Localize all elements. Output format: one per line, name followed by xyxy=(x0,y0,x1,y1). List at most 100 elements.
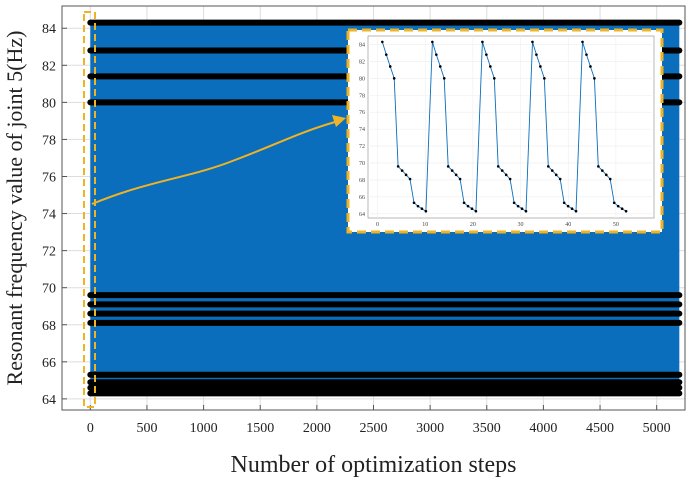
x-tick-label: 0 xyxy=(87,421,94,436)
inset-series-point xyxy=(388,65,392,68)
x-tick-label: 2000 xyxy=(303,421,331,436)
inset-y-tick-label: 76 xyxy=(359,110,365,116)
inset-series-point xyxy=(508,177,512,181)
x-axis-ticks: 0 500 1000 1500 2000 2500 3000 3500 4000 4500 5000 xyxy=(87,405,671,436)
inset-x-tick-label: 20 xyxy=(470,222,476,228)
inset-series-point xyxy=(500,169,504,172)
annotation-arrow xyxy=(91,121,336,205)
x-tick-label: 500 xyxy=(136,421,157,436)
inset-series-point xyxy=(616,204,620,208)
inset-series-point xyxy=(516,204,520,208)
inset-series-point xyxy=(412,201,416,205)
inset-series-point xyxy=(608,177,612,181)
x-tick-label: 4000 xyxy=(529,421,557,436)
inset-series-point xyxy=(474,209,478,213)
inset-x-tick-label: 50 xyxy=(613,222,619,228)
inset-series-point xyxy=(585,53,588,56)
inset-series-point xyxy=(420,207,424,210)
inset-series-point xyxy=(416,204,420,208)
inset-series-point xyxy=(589,65,592,68)
inset-y-tick-label: 78 xyxy=(359,93,365,99)
inset-series-point xyxy=(396,165,400,168)
inset-y-tick-label: 82 xyxy=(359,59,365,65)
inset-y-tick-label: 80 xyxy=(359,76,365,82)
inset-series-point xyxy=(424,209,428,213)
y-tick-label: 66 xyxy=(42,356,56,371)
x-tick-label: 5000 xyxy=(643,421,671,436)
inset-series-point xyxy=(581,40,584,44)
y-tick-label: 84 xyxy=(42,22,56,37)
inset-series-point xyxy=(539,65,542,68)
inset-series-point xyxy=(392,77,396,80)
inset-series-point xyxy=(454,173,458,177)
inset-x-tick-label: 10 xyxy=(422,222,428,228)
inset-y-tick-label: 74 xyxy=(359,127,365,133)
x-tick-label: 4500 xyxy=(586,421,614,436)
inset-series-point xyxy=(492,77,496,80)
inset-series-point xyxy=(384,53,388,56)
highlight-box xyxy=(83,11,96,408)
x-tick-label: 3000 xyxy=(416,421,444,436)
inset-y-tick-label: 70 xyxy=(359,161,365,167)
inset-series-point xyxy=(470,207,474,210)
x-axis-label: Number of optimization steps xyxy=(231,452,517,478)
y-tick-label: 70 xyxy=(42,282,56,297)
inset-x-tick-label: 40 xyxy=(565,222,571,228)
y-tick-label: 82 xyxy=(42,59,56,74)
inset-series-point xyxy=(404,173,408,177)
inset-series-point xyxy=(531,40,534,44)
inset-series-point xyxy=(624,209,628,213)
inset-y-tick-label: 84 xyxy=(359,42,365,48)
inset-series-point xyxy=(562,201,566,205)
inset-series-point xyxy=(442,77,446,80)
annotation-arrow-head xyxy=(332,115,346,127)
inset-series-point xyxy=(408,177,412,181)
inset-series-point xyxy=(435,53,438,56)
inset-series-point xyxy=(504,173,508,177)
inset-series-point xyxy=(543,77,546,80)
inset-series-point xyxy=(496,165,500,168)
y-axis-ticks: 64 66 68 70 72 74 76 78 80 82 84 xyxy=(42,22,67,408)
inset-y-tick-label: 64 xyxy=(359,212,365,218)
inset-y-tick-label: 66 xyxy=(359,195,365,201)
inset-series-point xyxy=(570,207,574,210)
inset-series-point xyxy=(481,40,484,44)
inset-series-point xyxy=(489,65,492,68)
y-tick-label: 68 xyxy=(42,319,56,334)
inset-series-point xyxy=(400,169,404,172)
inset-x-tick-label: 0 xyxy=(376,222,379,228)
inset-series-point xyxy=(458,177,462,181)
inset-series-point xyxy=(554,173,558,177)
inset-series-point xyxy=(612,201,616,205)
inset-series-point xyxy=(446,165,450,168)
inset-series-point xyxy=(524,209,528,213)
x-tick-label: 3500 xyxy=(473,421,501,436)
inset-series-point xyxy=(520,207,524,210)
y-tick-label: 72 xyxy=(42,245,56,260)
inset-series-point xyxy=(597,165,600,168)
inset-series-point xyxy=(450,169,454,172)
inset-series-point xyxy=(604,173,608,177)
inset-series-point xyxy=(566,204,570,208)
inset-series-point xyxy=(512,201,516,205)
inset-series-point xyxy=(593,77,596,80)
inset-chart: 64 66 68 70 72 74 76 78 80 82 84 0 10 20 30 40 50 xyxy=(346,28,664,234)
y-tick-label: 76 xyxy=(42,170,56,185)
inset-series-point xyxy=(546,165,550,168)
inset-series-point xyxy=(381,40,384,44)
inset-series-point xyxy=(535,53,538,56)
y-tick-label: 64 xyxy=(42,393,56,408)
y-tick-label: 80 xyxy=(42,96,56,111)
inset-series-point xyxy=(466,204,470,208)
inset-plot-frame xyxy=(367,35,655,219)
x-tick-label: 2500 xyxy=(360,421,388,436)
inset-series-point xyxy=(558,177,562,181)
inset-x-tick-label: 30 xyxy=(518,222,524,228)
x-tick-label: 1000 xyxy=(190,421,218,436)
inset-series-point xyxy=(620,207,624,210)
y-tick-label: 74 xyxy=(42,208,56,223)
inset-y-tick-label: 72 xyxy=(359,144,365,150)
y-axis-label: Resonant frequency value of joint 5(Hz) xyxy=(2,31,27,386)
inset-series-point xyxy=(601,169,604,172)
